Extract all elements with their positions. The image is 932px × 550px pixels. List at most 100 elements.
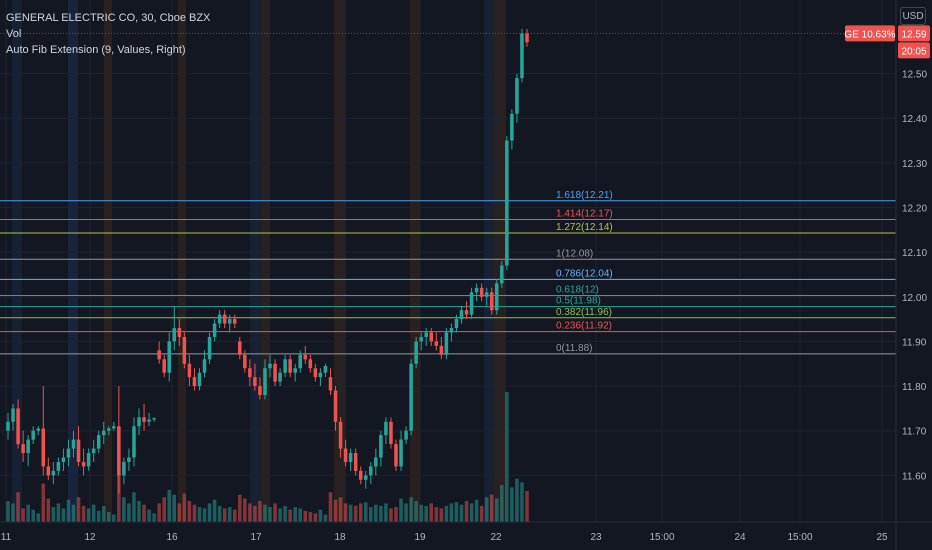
candle-body	[122, 461, 126, 476]
volume-bar	[338, 497, 343, 522]
price-tick-label: 12.50	[902, 70, 927, 81]
candle-body	[313, 368, 318, 378]
volume-bar	[313, 513, 318, 522]
candle-body	[71, 439, 76, 449]
volume-bar	[515, 478, 519, 522]
time-tick-label: 22	[490, 532, 502, 543]
candle-body	[434, 341, 439, 346]
candle-body	[278, 372, 282, 382]
time-tick-label: 19	[414, 532, 426, 543]
candle-body	[439, 345, 444, 355]
candle-body	[227, 319, 232, 324]
volume-bar	[71, 504, 76, 522]
time-tick-label: 15:00	[649, 532, 674, 543]
candle-body	[379, 435, 383, 458]
volume-bar	[404, 503, 408, 522]
time-tick-label: 11	[1, 532, 12, 543]
volume-bar	[207, 503, 212, 522]
candle-body	[258, 386, 262, 395]
volume-bar	[26, 504, 30, 522]
volume-bar	[303, 510, 308, 522]
volume-bars	[6, 392, 529, 522]
price-axis: 12.50 12.40 12.30 12.20 12.10 12.00 11.90 11.80…	[895, 0, 927, 550]
price-tick-label: 12.20	[902, 204, 927, 215]
volume-bar	[222, 508, 227, 522]
candle-body	[96, 435, 101, 449]
volume-bar	[495, 498, 499, 522]
candle-body	[56, 461, 61, 471]
candle-body	[454, 319, 459, 329]
candle-body	[288, 359, 292, 373]
price-tick-label: 11.60	[902, 471, 927, 482]
volume-bar	[510, 487, 514, 522]
volume-bar	[86, 508, 91, 522]
candle-body	[238, 341, 242, 355]
time-tick-label: 15:00	[787, 532, 812, 543]
volume-bar	[66, 499, 71, 522]
volume-bar	[525, 491, 529, 522]
volume-bar	[429, 503, 434, 522]
candle-body	[107, 428, 111, 431]
candle-body	[484, 292, 489, 297]
last-price-marker: GE 10.63% 12.59 20:05	[0, 25, 930, 59]
candle-body	[394, 444, 398, 467]
candle-body	[399, 439, 403, 467]
candle-body	[273, 363, 277, 382]
time-tick-label: 17	[250, 532, 262, 543]
candle-body	[26, 439, 30, 454]
candle-body	[217, 314, 222, 324]
candle-body	[358, 470, 363, 480]
candle-body	[172, 328, 177, 342]
volume-bar	[500, 484, 504, 522]
candle-body	[157, 350, 161, 360]
currency-button[interactable]: USD	[900, 7, 926, 25]
fib-label: 1.272(12.14)	[556, 222, 613, 233]
volume-bar	[288, 509, 292, 522]
candle-body	[469, 292, 474, 315]
candle-body	[187, 363, 192, 378]
indicator-volume[interactable]: Vol	[6, 28, 22, 40]
candle-body	[333, 390, 338, 422]
volume-bar	[36, 513, 40, 522]
candle-body	[283, 359, 287, 373]
volume-bar	[505, 392, 509, 522]
candle-body	[338, 421, 343, 449]
candle-body	[374, 457, 378, 467]
fib-label: 0.786(12.04)	[556, 268, 613, 279]
price-tick-label: 12.10	[902, 248, 927, 259]
candle-body	[308, 359, 313, 369]
volume-bar	[409, 497, 413, 522]
volume-bar	[464, 500, 469, 522]
candle-body	[525, 33, 529, 43]
indicator-fib[interactable]: Auto Fib Extension (9, Values, Right)	[6, 44, 186, 56]
session-band	[410, 0, 420, 522]
volume-bar	[389, 508, 393, 522]
grid-lines	[0, 0, 896, 522]
candle-body	[21, 444, 25, 454]
volume-bar	[479, 505, 484, 522]
volume-bar	[51, 507, 56, 522]
volume-bar	[444, 505, 449, 522]
candle-body	[197, 372, 202, 387]
volume-bar	[258, 500, 262, 522]
candle-body	[303, 354, 308, 360]
candle-body	[66, 448, 71, 458]
volume-bar	[273, 503, 277, 522]
volume-bar	[147, 509, 151, 522]
volume-bar	[323, 514, 328, 522]
volume-bar	[238, 494, 242, 522]
session-band	[484, 0, 494, 522]
candle-body	[298, 354, 303, 369]
volume-bar	[122, 497, 126, 522]
volume-bar	[132, 492, 136, 522]
candle-body	[318, 372, 323, 378]
chart-title[interactable]: GENERAL ELECTRIC CO, 30, Cboe BZX	[6, 12, 211, 24]
candle-body	[117, 426, 121, 476]
session-band	[178, 0, 186, 522]
fib-label: 1.414(12.17)	[556, 209, 613, 220]
volume-bar	[16, 492, 20, 522]
candle-body	[363, 475, 368, 480]
volume-bar	[278, 508, 282, 522]
time-axis: 11 12 16 17 18 19 22 23 15:00 24 15:00 25	[0, 521, 932, 543]
